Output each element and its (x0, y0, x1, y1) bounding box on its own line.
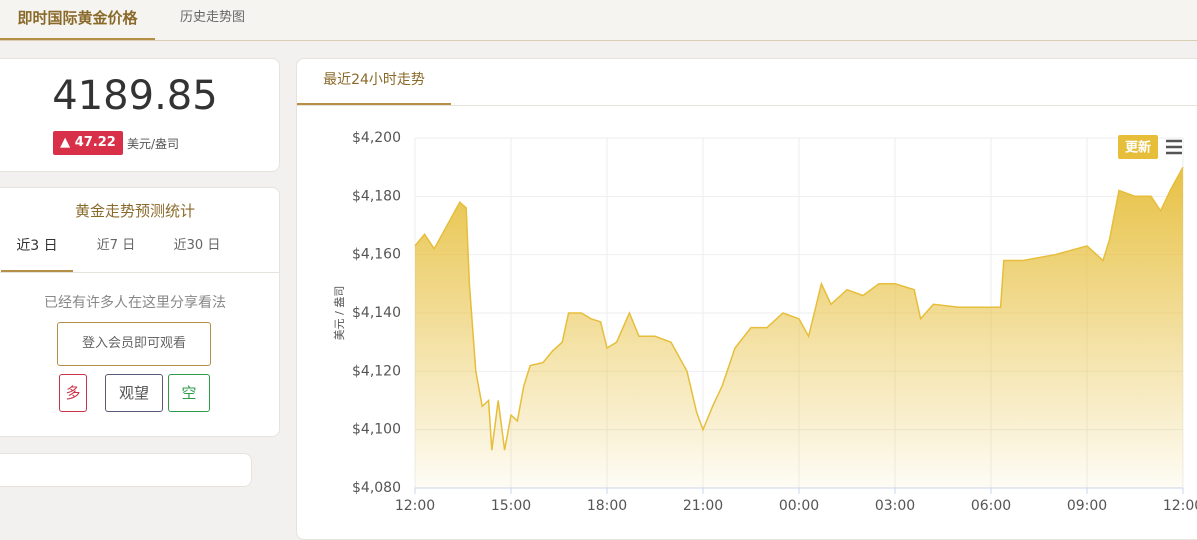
x-tick-label: 15:00 (491, 498, 531, 514)
chart-tab[interactable]: 最近24小时走势 (297, 59, 451, 105)
menu-icon[interactable] (1166, 139, 1182, 155)
period-tab[interactable]: 近3 日 (1, 226, 73, 272)
bull-button[interactable]: 多 (59, 374, 87, 412)
tab[interactable]: 历史走势图 (180, 10, 246, 25)
line (414, 166, 1184, 451)
y-tick-label: $4,180 (352, 188, 401, 204)
x-tick-label: 06:00 (971, 498, 1011, 514)
y-axis-title: 美元 / 盎司 (332, 286, 346, 341)
x-tick-label: 21:00 (683, 498, 723, 514)
y-tick-label: $4,140 (352, 305, 401, 321)
empty-card (0, 453, 252, 487)
forecast-title: 黄金走势预测统计 (74, 202, 195, 220)
bear-button[interactable]: 空 (168, 374, 210, 412)
neutral-button[interactable]: 观望 (105, 374, 163, 412)
y-tick-label: $4,120 (352, 363, 401, 379)
price-card: 4189.85 ▲ 47.22 美元/盎司 (0, 58, 280, 172)
x-tick-label: 12:00 (395, 498, 435, 514)
unit: 美元/盎司 (127, 137, 180, 151)
x-tick-label: 09:00 (1067, 498, 1107, 514)
forecast-message: 已经有许多人在这里分享看法 (44, 295, 226, 311)
price-change: ▲ 47.22 (53, 131, 123, 155)
forecast-card: 黄金走势预测统计 近3 日 近7 日 近30 日 已经有许多人在这里分享看法 登… (0, 187, 280, 437)
x-tick-label: 00:00 (779, 498, 819, 514)
divider (297, 105, 1197, 106)
chart: $4,080 $4,100 $4,120 $4,140 $4,160 $4,180 $4,2… (332, 130, 1197, 514)
update-button[interactable] (1118, 135, 1158, 159)
period-tab[interactable]: 近7 日 (96, 238, 136, 253)
period-tab[interactable]: 近30 日 (173, 238, 221, 253)
y-tick-label: $4,100 (352, 422, 401, 438)
login-button[interactable]: 登入会员即可观看 (57, 322, 211, 366)
y-tick-label: $4,080 (352, 480, 401, 496)
tab[interactable]: 即时国际黄金价格 (0, 0, 155, 40)
y-tick-label: $4,200 (352, 130, 401, 146)
tab-bar: 即时国际黄金价格 历史走势图 (0, 0, 1197, 41)
x-tick-label: 12:00 (1163, 498, 1197, 514)
x-tick-label: 18:00 (587, 498, 627, 514)
divider (0, 272, 279, 273)
x-tick-label: 03:00 (875, 498, 915, 514)
price: 4189.85 (52, 73, 218, 119)
area (415, 167, 1183, 488)
y-tick-label: $4,160 (352, 247, 401, 263)
update-label[interactable]: 更新 (1125, 140, 1151, 156)
